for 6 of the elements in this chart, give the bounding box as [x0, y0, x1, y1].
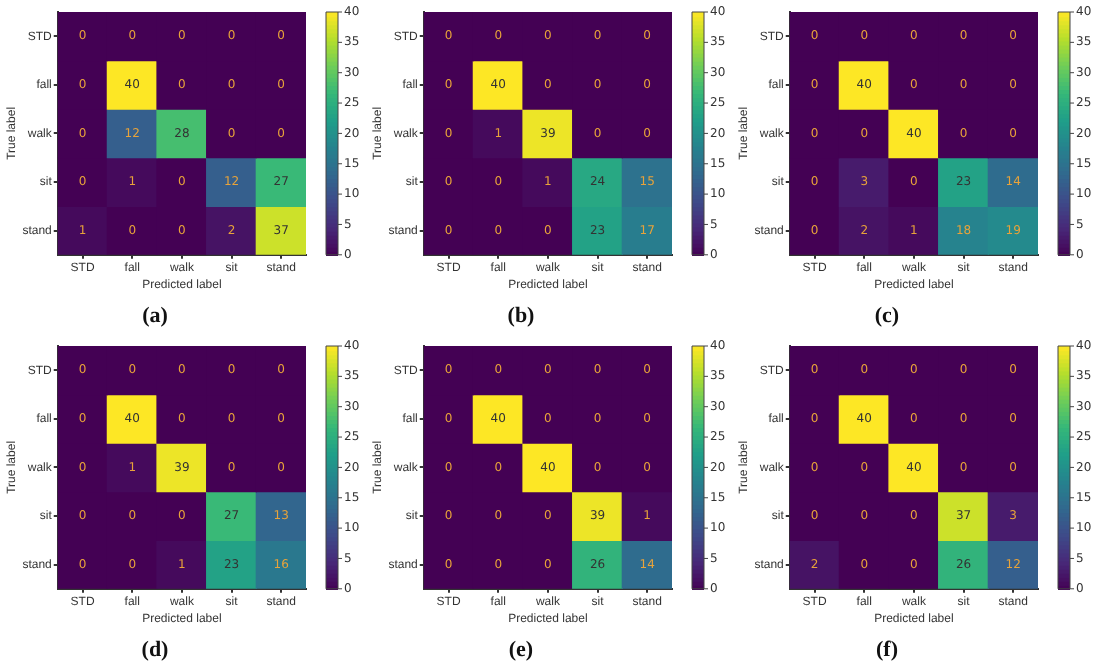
text: (c): [874, 304, 900, 329]
text: (b): [507, 304, 536, 329]
text: (e): [508, 638, 534, 663]
text: (a): [142, 304, 169, 329]
text: (d): [141, 638, 170, 663]
text: (f): [876, 638, 899, 663]
